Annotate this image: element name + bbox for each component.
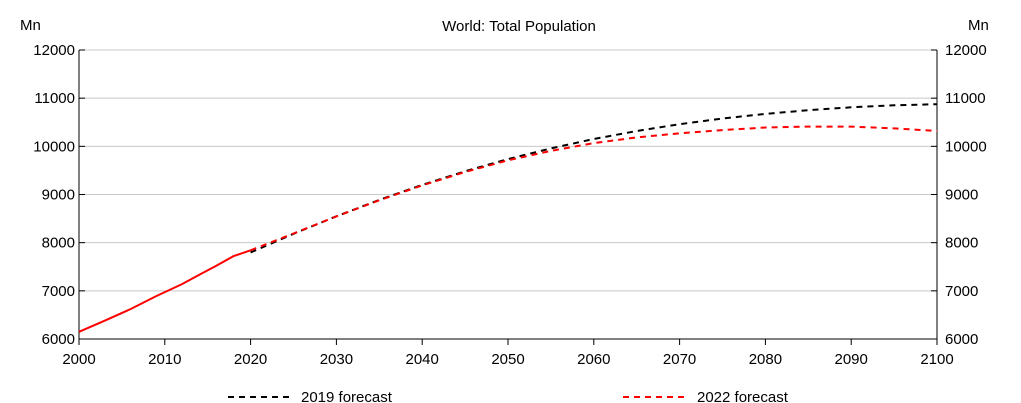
y-tick-label-right: 8000 xyxy=(945,235,978,252)
x-tick-label: 2060 xyxy=(577,351,610,368)
x-tick-label: 2030 xyxy=(320,351,353,368)
left-unit-label: Mn xyxy=(20,17,41,34)
x-tick-label: 2020 xyxy=(234,351,267,368)
y-tick-label-right: 6000 xyxy=(945,331,978,348)
gridlines xyxy=(79,49,937,292)
y-tick-label-right: 9000 xyxy=(945,187,978,204)
series-line-2022-forecast xyxy=(78,249,251,333)
x-tick-label: 2010 xyxy=(148,351,181,368)
y-tick-label-left: 8000 xyxy=(42,235,75,252)
x-tick-label: 2100 xyxy=(920,351,953,368)
series-line-2019-forecast xyxy=(250,103,938,254)
legend-label-2022: 2022 forecast xyxy=(697,389,789,403)
y-tick-label-right: 7000 xyxy=(945,283,978,300)
ticks: 6000 6000 7000 7000 8000 8000 9000 9000 10000 100… xyxy=(33,42,986,368)
y-tick-label-left: 6000 xyxy=(42,331,75,348)
series-line-2022-forecast-projection xyxy=(250,125,938,252)
y-tick-label-right: 10000 xyxy=(945,138,987,155)
x-tick-label: 2040 xyxy=(406,351,439,368)
y-tick-label-left: 11000 xyxy=(34,90,75,107)
series-lines xyxy=(78,103,938,333)
chart-title: World: Total Population xyxy=(442,18,596,35)
x-tick-label: 2050 xyxy=(491,351,524,368)
y-tick-label-left: 7000 xyxy=(42,283,75,300)
legend-label-2019: 2019 forecast xyxy=(301,389,393,403)
y-tick-label-right: 11000 xyxy=(945,90,986,107)
y-tick-label-left: 9000 xyxy=(42,187,75,204)
x-tick-label: 2000 xyxy=(62,351,95,368)
y-tick-label-right: 12000 xyxy=(945,42,987,59)
legend: 2019 forecast 2022 forecast xyxy=(228,389,789,403)
right-unit-label: Mn xyxy=(968,17,989,34)
x-tick-label: 2070 xyxy=(663,351,696,368)
x-tick-label: 2080 xyxy=(749,351,782,368)
y-tick-label-left: 10000 xyxy=(33,138,75,155)
x-tick-label: 2090 xyxy=(835,351,868,368)
y-tick-label-left: 12000 xyxy=(33,42,75,59)
